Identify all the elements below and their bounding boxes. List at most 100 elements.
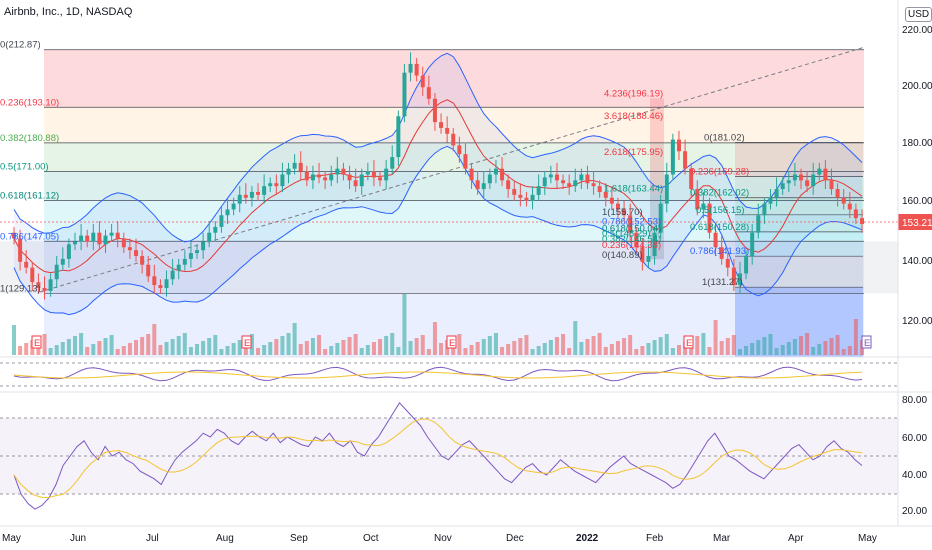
- candle-body: [853, 209, 858, 219]
- volume-bar: [249, 334, 254, 355]
- candle-body: [365, 171, 370, 175]
- fib-label-mini: 0(140.89): [602, 250, 643, 261]
- volume-bar: [725, 338, 730, 355]
- volume-bar: [329, 346, 334, 355]
- candle-body: [835, 189, 840, 198]
- price-axis[interactable]: 220.00 200.00 180.00 160.00 140.00 120.0…: [902, 25, 932, 327]
- rsi-tick: 20.00: [902, 506, 927, 517]
- candle-body: [670, 139, 675, 175]
- volume-bar: [469, 345, 474, 355]
- volume-bar: [274, 339, 279, 355]
- bollinger-upper: [13, 52, 863, 243]
- volume-bar: [506, 344, 511, 355]
- candle-body: [262, 186, 267, 195]
- candle-body: [811, 174, 816, 187]
- candle-body: [378, 177, 383, 181]
- volume-bar: [695, 336, 700, 355]
- volume-bar: [750, 343, 755, 355]
- volume-bar: [811, 347, 816, 355]
- candle-body: [91, 232, 96, 242]
- rsi-axis[interactable]: 80.00 60.00 40.00 20.00: [902, 395, 927, 517]
- candle-body: [695, 189, 700, 210]
- volume-bar: [646, 343, 651, 355]
- rsi-tick: 60.00: [902, 433, 927, 444]
- volume-bar: [359, 348, 364, 355]
- time-tick: Oct: [363, 533, 379, 544]
- candle-body: [36, 282, 41, 288]
- fib-ext-label: 3.618(188.46): [604, 111, 663, 122]
- fib-label-right: 1(131.27): [702, 277, 743, 288]
- fib-label: 0.786(147.05): [0, 231, 59, 242]
- fib-ext-label: 1.618(163.44): [604, 184, 663, 195]
- time-axis[interactable]: May Jun Jul Aug Sep Oct Nov Dec 2022 Feb…: [2, 533, 877, 544]
- earnings-letter: E: [34, 338, 40, 349]
- price-tick: 120.00: [902, 316, 932, 327]
- earnings-marker[interactable]: E: [861, 335, 872, 349]
- volume-bar: [91, 344, 96, 355]
- candle-body: [274, 183, 279, 187]
- candle-body: [280, 174, 285, 187]
- earnings-marker[interactable]: E: [446, 335, 457, 349]
- candle-body: [475, 180, 480, 190]
- candle-body: [585, 174, 590, 184]
- volume-bar: [134, 340, 139, 355]
- volume-bar: [60, 342, 65, 355]
- earnings-letter: E: [244, 338, 250, 349]
- earnings-letter: E: [449, 338, 455, 349]
- candle-body: [188, 253, 193, 259]
- bollinger-lower: [13, 145, 863, 316]
- volume-bar: [225, 346, 230, 355]
- candle-body: [750, 232, 755, 256]
- volume-bar: [548, 340, 553, 355]
- candle-body: [268, 183, 273, 187]
- volume-bar: [109, 335, 114, 355]
- candle-body: [158, 285, 163, 288]
- candle-body: [463, 154, 468, 169]
- candle-body: [457, 145, 462, 155]
- earnings-marker[interactable]: E: [31, 335, 42, 349]
- volume-bar: [737, 349, 742, 355]
- volume-bar: [622, 338, 627, 355]
- volume-bar: [567, 348, 572, 355]
- volume-bar: [609, 344, 614, 355]
- candle-body: [445, 127, 450, 134]
- candle-body: [353, 180, 358, 187]
- volume-bar: [786, 342, 791, 355]
- currency-label[interactable]: USD: [905, 7, 932, 22]
- candle-body: [469, 168, 474, 181]
- candle-body: [548, 174, 553, 178]
- earnings-marker[interactable]: E: [241, 335, 252, 349]
- volume-bar: [475, 342, 480, 355]
- volume-bar: [823, 341, 828, 355]
- volume-bar: [66, 339, 71, 355]
- earnings-box: [241, 335, 252, 349]
- candle-body: [762, 203, 767, 216]
- candle-body: [439, 122, 444, 128]
- volume-bar: [573, 321, 578, 355]
- candle-body: [335, 168, 340, 175]
- volume-bar: [835, 335, 840, 355]
- candle-body: [597, 186, 602, 192]
- volume-bar: [744, 346, 749, 355]
- volume-bar: [780, 345, 785, 355]
- earnings-marker[interactable]: E: [683, 335, 694, 349]
- candle-body: [823, 168, 828, 181]
- symbol-title[interactable]: Airbnb, Inc., 1D, NASDAQ: [4, 6, 133, 18]
- candle-body: [646, 255, 651, 262]
- candle-body: [292, 162, 297, 169]
- volume-bar: [317, 335, 322, 355]
- volume-bar: [561, 334, 566, 355]
- candle-body: [12, 232, 16, 239]
- volume-bar: [713, 320, 718, 355]
- fib-labels: 0(212.87) 0.236(193.10) 0.382(180.88) 0.5(1…: [0, 40, 749, 295]
- volume-bar: [652, 340, 657, 355]
- fib-label-right: 0.618(150.28): [690, 222, 749, 233]
- candle-body: [567, 183, 572, 187]
- candle-body: [805, 180, 810, 187]
- candle-body: [256, 191, 261, 195]
- candle-body: [847, 203, 852, 210]
- candle-body: [561, 180, 566, 184]
- candle-body: [622, 209, 627, 216]
